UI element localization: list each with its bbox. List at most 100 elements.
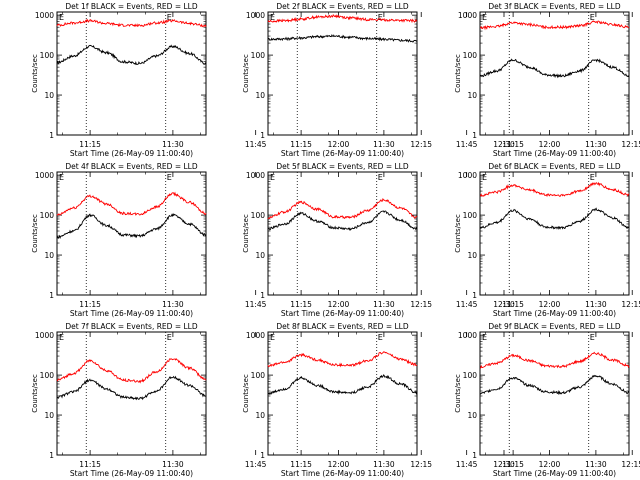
x-tick-label: 11:15 [502,300,524,309]
chart-title: Det 8f BLACK = Events, RED = LLD [276,322,409,331]
chart-title: Det 9f BLACK = Events, RED = LLD [488,322,621,331]
x-tick-label: 11:15 [79,300,101,309]
lld-series-line [56,357,207,384]
e-marker-label: E [482,333,487,342]
x-tick-label: 11:15 [79,140,101,149]
y-axis-label: Counts/sec [31,374,39,413]
e-marker-label: E [167,333,172,342]
e-marker-label: E [378,333,383,342]
x-tick-label: 11:15 [79,460,101,469]
chart-title: Det 6f BLACK = Events, RED = LLD [488,162,621,171]
chart-panel-5: Det 5f BLACK = Events, RED = LLD 1 10 100 10… [242,162,640,318]
chart-panel-6: Det 6f BLACK = Events, RED = LLD 1 10 100 10… [454,162,630,318]
x-tick-label: 11:30 [373,140,395,149]
x-tick-label: 12:00 [539,140,561,149]
x-tick-label: 11:30 [162,140,184,149]
y-tick-label: 10 [467,251,477,260]
x-tick-label: 11:30 [585,140,607,149]
x-tick-label: 12:00 [539,460,561,469]
events-series-line [267,33,418,43]
x-axis-label: Start Time (26-May-09 11:00:40) [493,149,616,158]
x-tick-label: 12:15 [410,140,432,149]
x-tick-label: 11:30 [162,460,184,469]
x-tick-label: 11:15 [502,460,524,469]
y-tick-label: 10 [467,411,477,420]
plot-frame [267,331,418,456]
x-tick-label: 12:15 [410,460,432,469]
plot-frame [56,171,207,296]
chart-title: Det 1f BLACK = Events, RED = LLD [65,2,198,11]
events-series-line [267,374,418,396]
lld-series-line [267,197,418,220]
y-axis-label: Counts/sec [454,374,462,413]
events-series-line [479,374,630,396]
y-tick-label: 100 [251,371,266,380]
x-tick-label: 11:30 [373,460,395,469]
x-tick-label: 11:15 [502,140,524,149]
e-marker-label: E [378,13,383,22]
y-axis-label: Counts/sec [242,214,250,253]
y-tick-label: 100 [251,51,266,60]
y-tick-label: 1000 [246,171,265,180]
events-series-line [267,210,418,231]
y-tick-label: 10 [255,411,265,420]
chart-panel-7: Det 7f BLACK = Events, RED = LLD 1 10 100 10… [31,322,515,478]
events-series-line [57,44,207,66]
y-tick-label: 1 [49,131,54,140]
y-tick-label: 1000 [458,11,477,20]
lld-series-line [479,181,630,198]
y-tick-label: 1000 [246,11,265,20]
plot-frame [479,171,630,296]
y-tick-label: 1 [472,291,477,300]
y-axis-label: Counts/sec [454,214,462,253]
plot-frame [479,331,630,456]
e-marker-label: E [482,13,487,22]
y-axis-label: Counts/sec [31,214,39,253]
plot-frame [479,11,630,136]
y-axis-label: Counts/sec [31,54,39,93]
events-series-line [56,212,206,240]
y-axis-label: Counts/sec [454,54,462,93]
chart-title: Det 7f BLACK = Events, RED = LLD [65,322,198,331]
y-tick-label: 100 [40,371,55,380]
x-tick-label: 12:00 [539,300,561,309]
x-tick-label: 11:30 [373,300,395,309]
x-tick-label: 11:45 [456,460,478,469]
y-tick-label: 100 [463,371,478,380]
y-tick-label: 1000 [35,331,54,340]
e-marker-label: E [270,173,275,182]
x-tick-label: 11:30 [585,460,607,469]
x-tick-label: 11:45 [456,300,478,309]
plot-frame [267,171,418,296]
x-tick-label: 12:15 [410,300,432,309]
y-tick-label: 10 [44,411,54,420]
y-tick-label: 100 [40,211,55,220]
y-tick-label: 1 [260,451,265,460]
lld-series-line [56,18,207,28]
y-tick-label: 100 [40,51,55,60]
x-tick-label: 12:15 [621,140,640,149]
chart-panel-4: Det 4f BLACK = Events, RED = LLD 1 10 100 10… [31,162,515,318]
x-tick-label: 11:45 [456,140,478,149]
chart-panel-8: Det 8f BLACK = Events, RED = LLD 1 10 100 10… [242,322,640,478]
y-tick-label: 1000 [35,171,54,180]
y-tick-label: 1000 [458,331,477,340]
y-tick-label: 10 [467,91,477,100]
y-tick-label: 10 [44,91,54,100]
plot-frame [56,331,207,456]
y-tick-label: 10 [44,251,54,260]
e-marker-label: E [590,13,595,22]
chart-title: Det 2f BLACK = Events, RED = LLD [276,2,409,11]
y-tick-label: 100 [251,211,266,220]
e-marker-label: E [270,333,275,342]
y-axis-label: Counts/sec [242,374,250,413]
x-tick-label: 11:45 [245,460,267,469]
y-tick-label: 10 [255,251,265,260]
y-tick-label: 1000 [246,331,265,340]
chart-panel-9: Det 9f BLACK = Events, RED = LLD 1 10 100 10… [454,322,630,478]
events-series-line [479,58,630,79]
x-axis-label: Start Time (26-May-09 11:00:40) [493,309,616,318]
plot-frame [267,11,418,136]
e-marker-label: E [270,13,275,22]
